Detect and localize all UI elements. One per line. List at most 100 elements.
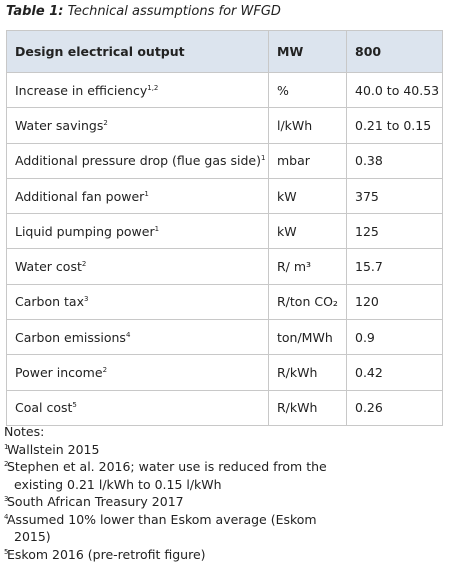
cell-text: 375: [355, 189, 379, 204]
note-text: Eskom 2016 (pre-retrofit figure): [7, 547, 206, 562]
table-cell: 15.7: [347, 249, 443, 284]
cell-text: Water savings: [15, 118, 103, 133]
cell-text: Carbon tax: [15, 294, 84, 309]
cell-text: ton/MWh: [277, 330, 333, 345]
table-cell: Water savings2: [7, 108, 269, 143]
cell-text: 0.9: [355, 330, 375, 345]
cell-text: kW: [277, 189, 297, 204]
table-cell: %: [269, 73, 347, 108]
note: 4Assumed 10% lower than Eskom average (E…: [4, 511, 334, 546]
table-cell: ton/MWh: [269, 320, 347, 355]
note: 1Wallstein 2015: [4, 441, 334, 459]
table-cell: 375: [347, 178, 443, 213]
cell-text: 40.0 to 40.53: [355, 83, 439, 98]
table-cell: 0.26: [347, 390, 443, 425]
table-row: Additional fan power1 kW 375: [7, 178, 443, 213]
table-body: Increase in efficiency1,2% 40.0 to 40.53 W…: [7, 73, 443, 426]
footnote-ref: 5: [72, 401, 76, 409]
table-cell: l/kWh: [269, 108, 347, 143]
table-row: Water cost2 R/ m³ 15.7: [7, 249, 443, 284]
cell-text: %: [277, 83, 289, 98]
table-cell: kW: [269, 178, 347, 213]
table-cell: Power income2: [7, 355, 269, 390]
footnote-ref: 1: [155, 225, 159, 233]
cell-text: 0.21 to 0.15: [355, 118, 431, 133]
cell-text: 125: [355, 224, 379, 239]
footnote-ref: 3: [84, 295, 88, 303]
table-cell: Coal cost5: [7, 390, 269, 425]
table-cell: Increase in efficiency1,2: [7, 73, 269, 108]
table-cell: Carbon tax3: [7, 284, 269, 319]
cell-text: Additional pressure drop (flue gas side): [15, 153, 261, 168]
footnote-ref: 1: [261, 154, 265, 162]
caption: Table 1: Technical assumptions for WFGD: [6, 4, 281, 19]
table-row: Coal cost5 R/kWh 0.26: [7, 390, 443, 425]
cell-text: Additional fan power: [15, 189, 144, 204]
header-cell: Design electrical output: [7, 31, 269, 73]
table-cell: 0.9: [347, 320, 443, 355]
table-cell: Liquid pumping power1: [7, 214, 269, 249]
table-cell: mbar: [269, 143, 347, 178]
table-cell: Additional pressure drop (flue gas side)…: [7, 143, 269, 178]
table-cell: 120: [347, 284, 443, 319]
cell-text: Increase in efficiency: [15, 83, 147, 98]
table-cell: R/kWh: [269, 390, 347, 425]
cell-text: R/kWh: [277, 400, 317, 415]
table-row: Power income2 R/kWh 0.42: [7, 355, 443, 390]
table-cell: 40.0 to 40.53: [347, 73, 443, 108]
table-cell: 0.42: [347, 355, 443, 390]
footnote-ref: 2: [103, 366, 107, 374]
note: 3South African Treasury 2017: [4, 493, 334, 511]
cell-text: Power income: [15, 365, 103, 380]
cell-text: R/ m³: [277, 259, 311, 274]
table-row: Increase in efficiency1,2% 40.0 to 40.53: [7, 73, 443, 108]
note-text: Wallstein 2015: [7, 442, 99, 457]
table-cell: Additional fan power1: [7, 178, 269, 213]
header-cell: 800: [347, 31, 443, 73]
note-text: Assumed 10% lower than Eskom average (Es…: [7, 512, 317, 545]
footnote-ref: 1,2: [147, 84, 158, 92]
table-row: Additional pressure drop (flue gas side)…: [7, 143, 443, 178]
table-cell: R/ m³: [269, 249, 347, 284]
footnote-ref: 4: [126, 331, 130, 339]
table-cell: R/ton CO₂: [269, 284, 347, 319]
table-row: Carbon emissions4 ton/MWh 0.9: [7, 320, 443, 355]
caption-label: Table 1:: [6, 4, 63, 19]
header-cell: MW: [269, 31, 347, 73]
table-cell: Water cost2: [7, 249, 269, 284]
table-cell: 0.38: [347, 143, 443, 178]
footnote-ref: 2: [82, 260, 86, 268]
note-text: South African Treasury 2017: [7, 494, 184, 509]
note-text: Stephen et al. 2016; water use is reduce…: [7, 459, 327, 492]
cell-text: Coal cost: [15, 400, 72, 415]
cell-text: R/ton CO₂: [277, 294, 338, 309]
cell-text: mbar: [277, 153, 310, 168]
table-cell: 125: [347, 214, 443, 249]
footnote-ref: 1: [144, 190, 148, 198]
note: 2Stephen et al. 2016; water use is reduc…: [4, 458, 334, 493]
table-row: Liquid pumping power1 kW 125: [7, 214, 443, 249]
cell-text: 0.42: [355, 365, 383, 380]
cell-text: 15.7: [355, 259, 383, 274]
cell-text: 120: [355, 294, 379, 309]
cell-text: 0.26: [355, 400, 383, 415]
table-cell: 0.21 to 0.15: [347, 108, 443, 143]
cell-text: kW: [277, 224, 297, 239]
footnote-ref: 2: [103, 119, 107, 127]
cell-text: R/kWh: [277, 365, 317, 380]
cell-text: Carbon emissions: [15, 330, 126, 345]
notes-heading: Notes:: [4, 423, 334, 441]
caption-text: Technical assumptions for WFGD: [68, 4, 281, 19]
table-cell: Carbon emissions4: [7, 320, 269, 355]
cell-text: Water cost: [15, 259, 82, 274]
note: 5Eskom 2016 (pre-retrofit figure): [4, 546, 334, 563]
table-cell: kW: [269, 214, 347, 249]
cell-text: 0.38: [355, 153, 383, 168]
cell-text: Liquid pumping power: [15, 224, 155, 239]
table-cell: R/kWh: [269, 355, 347, 390]
